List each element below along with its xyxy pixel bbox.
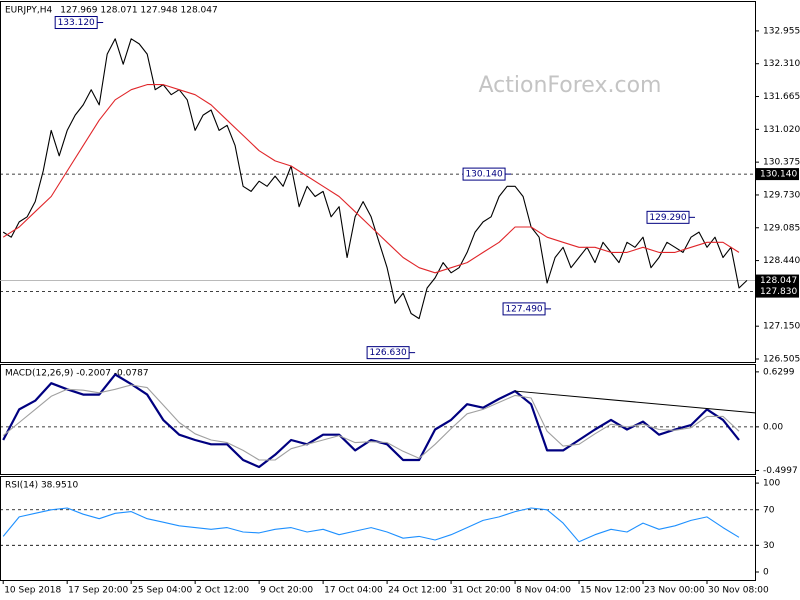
series-line bbox=[2, 373, 740, 469]
series-line bbox=[2, 507, 740, 543]
annotation-label: 130.140 bbox=[465, 170, 502, 180]
panel-border bbox=[0, 364, 756, 475]
panel-title: EURJPY,H4 bbox=[5, 6, 53, 16]
annotation-label: 127.490 bbox=[505, 304, 542, 314]
panel-title: RSI(14) 38.9510 bbox=[5, 481, 78, 491]
annotation-box bbox=[502, 302, 546, 316]
y-tick-label: 0.00 bbox=[763, 422, 783, 432]
annotation-label: 129.290 bbox=[649, 213, 686, 223]
x-tick-label: 23 Nov 00:00 bbox=[644, 586, 705, 596]
watermark: ActionForex.com bbox=[479, 73, 662, 98]
y-tick-label: 127.150 bbox=[763, 322, 800, 332]
y-tick-label: 100 bbox=[763, 479, 780, 489]
y-tick-label: -0.4997 bbox=[763, 466, 798, 476]
annotation-label: 126.630 bbox=[369, 348, 406, 358]
series-line bbox=[2, 384, 740, 461]
y-tick-label: 0.6299 bbox=[763, 367, 795, 377]
x-tick-label: 15 Nov 12:00 bbox=[580, 586, 641, 596]
x-tick-label: 9 Oct 20:00 bbox=[260, 586, 313, 596]
y-tick-label: 0 bbox=[763, 568, 769, 578]
level-label: 127.830 bbox=[760, 287, 797, 297]
y-tick-label: 132.955 bbox=[763, 26, 800, 36]
x-tick-label: 30 Nov 08:00 bbox=[708, 586, 769, 596]
annotation-label: 133.120 bbox=[58, 18, 95, 28]
x-tick-label: 31 Oct 20:00 bbox=[452, 586, 511, 596]
last-price-label: 128.047 bbox=[760, 276, 797, 286]
x-tick-label: 24 Oct 12:00 bbox=[388, 586, 447, 596]
panel-title: MACD(12,26,9) -0.2007 -0.0787 bbox=[5, 369, 149, 379]
x-tick-label: 17 Sep 20:00 bbox=[68, 586, 128, 596]
x-tick-label: 8 Nov 04:00 bbox=[516, 586, 571, 596]
y-tick-label: 126.505 bbox=[763, 354, 800, 364]
x-tick-label: 17 Oct 04:00 bbox=[324, 586, 383, 596]
panel-border bbox=[0, 1, 756, 363]
panel-border bbox=[0, 476, 756, 581]
series-line bbox=[2, 84, 740, 274]
trend-line bbox=[515, 390, 756, 414]
y-tick-label: 70 bbox=[763, 505, 775, 515]
x-tick-label: 10 Sep 2018 bbox=[4, 586, 61, 596]
x-tick-label: 2 Oct 12:00 bbox=[196, 586, 249, 596]
y-tick-label: 30 bbox=[763, 541, 775, 551]
y-tick-label: 130.375 bbox=[763, 158, 800, 168]
level-label: 130.140 bbox=[760, 170, 797, 180]
last-price-box bbox=[756, 274, 799, 287]
panel-subtitle: 127.969 128.071 127.948 128.047 bbox=[60, 6, 217, 16]
x-tick-label: 25 Sep 04:00 bbox=[132, 586, 192, 596]
y-tick-label: 131.020 bbox=[763, 125, 800, 135]
level-label-box bbox=[756, 168, 799, 181]
level-label-box bbox=[756, 285, 799, 298]
y-tick-label: 129.085 bbox=[763, 223, 800, 233]
y-tick-label: 132.310 bbox=[763, 59, 800, 69]
y-tick-label: 129.730 bbox=[763, 190, 800, 200]
y-tick-label: 128.440 bbox=[763, 256, 800, 266]
y-tick-label: 131.665 bbox=[763, 92, 800, 102]
